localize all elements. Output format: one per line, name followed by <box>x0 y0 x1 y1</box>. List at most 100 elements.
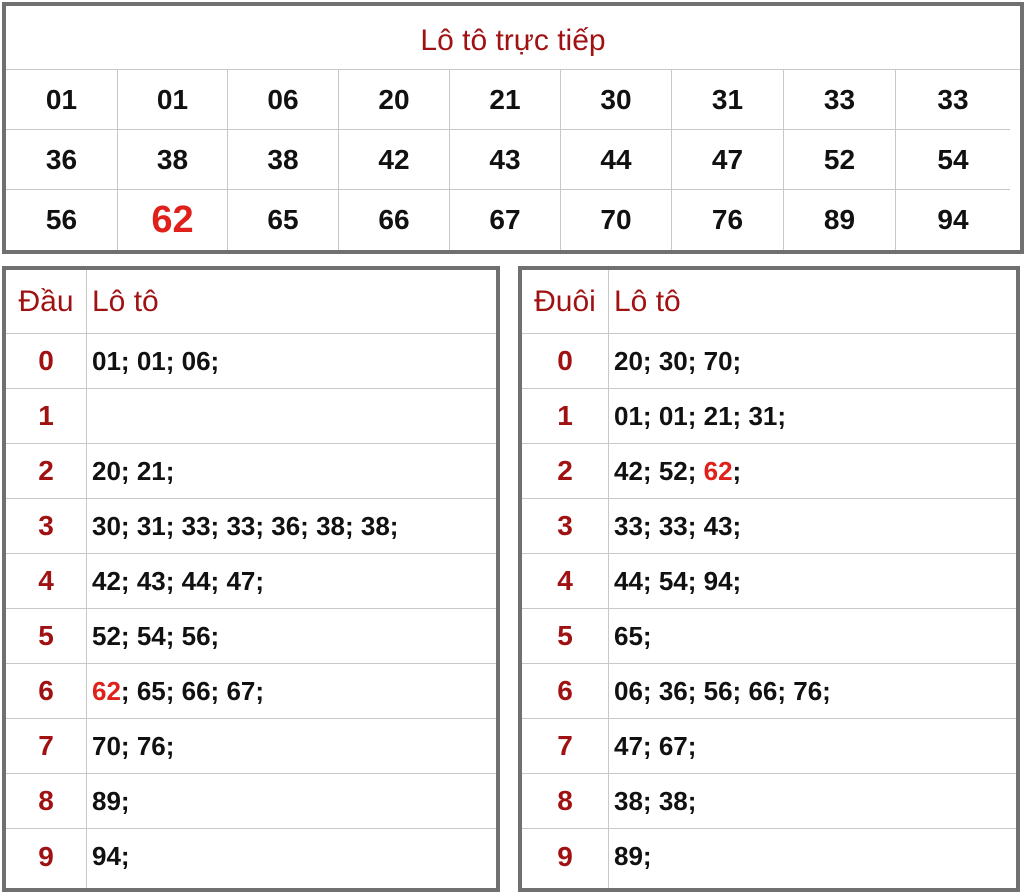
live-number-cell: 47 <box>672 130 784 190</box>
separator: ; <box>687 400 704 431</box>
separator: ; <box>120 510 137 541</box>
live-number-cell: 38 <box>118 130 228 190</box>
loto-values: 20; 21; <box>86 444 174 498</box>
loto-number: 01 <box>658 400 688 431</box>
dau-digit: 8 <box>38 785 54 816</box>
live-number-cell: 43 <box>450 130 561 190</box>
loto-number: 33 <box>226 510 256 541</box>
loto-values: 65; <box>608 609 652 663</box>
loto-values: 94; <box>86 829 130 884</box>
separator: ; <box>120 455 137 486</box>
loto-number: 21 <box>703 400 733 431</box>
separator: ; <box>165 345 182 376</box>
duoi-digit: 0 <box>557 345 573 376</box>
loto-number: 06 <box>614 675 643 706</box>
duoi-digit: 1 <box>557 400 573 431</box>
separator: ; <box>732 675 749 706</box>
loto-values: 42; 43; 44; 47; <box>86 554 264 608</box>
live-results-grid: 01 01 06 20 21 30 31 33 33 36 38 38 42 43 44 47 52 54 56 62… <box>6 70 1020 250</box>
duoi-table: Đuôi Lô tô 0 20; 30; 70; 1 01; 01; 21; 31; 2… <box>518 266 1020 892</box>
loto-number: 33 <box>658 510 688 541</box>
table-row: 3 33; 33; 43; <box>522 499 1016 554</box>
separator: ; <box>642 841 652 871</box>
loto-number: 47 <box>226 565 256 596</box>
live-number-cell: 20 <box>339 70 450 130</box>
loto-number: 67 <box>226 675 256 706</box>
loto-column-header: Lô tô <box>92 284 159 318</box>
loto-number: 67 <box>658 730 688 761</box>
table-row: 4 44; 54; 94; <box>522 554 1016 609</box>
loto-number: 62 <box>92 675 121 706</box>
separator: ; <box>120 785 130 816</box>
loto-number: 54 <box>136 620 166 651</box>
separator: ; <box>120 730 137 761</box>
table-row: 8 38; 38; <box>522 774 1016 829</box>
table-row: 6 06; 36; 56; 66; 76; <box>522 664 1016 719</box>
table-row: 6 62; 65; 66; 67; <box>6 664 496 719</box>
table-row: 2 20; 21; <box>6 444 496 499</box>
loto-number: 38 <box>360 510 390 541</box>
live-results-panel: Lô tô trực tiếp 01 01 06 20 21 30 31 33 33 36 38 38… <box>2 2 1024 254</box>
dau-table-header: Đầu Lô tô <box>6 270 496 334</box>
separator: ; <box>642 675 659 706</box>
separator: ; <box>777 675 794 706</box>
separator: ; <box>732 455 742 486</box>
loto-number: 43 <box>703 510 733 541</box>
duoi-digit: 6 <box>557 675 573 706</box>
loto-number: 70 <box>703 345 733 376</box>
separator: ; <box>732 345 742 376</box>
loto-number: 56 <box>703 675 733 706</box>
separator: ; <box>120 841 130 871</box>
separator: ; <box>687 675 704 706</box>
loto-number: 76 <box>136 730 166 761</box>
live-number-cell: 67 <box>450 190 561 250</box>
loto-number: 33 <box>181 510 211 541</box>
live-number-cell: 31 <box>672 70 784 130</box>
table-row: 4 42; 43; 44; 47; <box>6 554 496 609</box>
live-number-cell: 30 <box>561 70 672 130</box>
loto-number: 52 <box>658 455 688 486</box>
loto-number: 36 <box>658 675 688 706</box>
table-row: 7 47; 67; <box>522 719 1016 774</box>
duoi-table-header: Đuôi Lô tô <box>522 270 1016 334</box>
loto-number: 01 <box>92 345 121 376</box>
loto-number: 76 <box>793 675 823 706</box>
table-row: 9 89; <box>522 829 1016 884</box>
duoi-digit: 5 <box>557 620 573 651</box>
live-number-cell: 33 <box>784 70 896 130</box>
column-divider <box>608 270 609 888</box>
separator: ; <box>210 510 227 541</box>
loto-values: 70; 76; <box>86 719 174 773</box>
live-number-cell: 94 <box>937 204 969 235</box>
separator: ; <box>210 565 227 596</box>
live-number-cell: 01 <box>118 70 228 130</box>
loto-number: 47 <box>614 730 643 761</box>
dau-digit: 4 <box>38 565 54 596</box>
separator: ; <box>120 675 137 706</box>
loto-number: 70 <box>92 730 121 761</box>
separator: ; <box>732 400 749 431</box>
separator: ; <box>687 510 704 541</box>
separator: ; <box>120 565 137 596</box>
loto-number: 66 <box>181 675 211 706</box>
separator: ; <box>165 730 175 761</box>
loto-number: 43 <box>136 565 166 596</box>
separator: ; <box>687 785 697 816</box>
live-number-cell: 44 <box>561 130 672 190</box>
live-number-cell: 33 <box>896 70 1010 130</box>
loto-column-header: Lô tô <box>614 284 681 318</box>
loto-number: 30 <box>658 345 688 376</box>
duoi-digit: 8 <box>557 785 573 816</box>
separator: ; <box>642 510 659 541</box>
loto-values: 20; 30; 70; <box>608 334 741 388</box>
loto-number: 65 <box>136 675 166 706</box>
loto-values: 01; 01; 21; 31; <box>608 389 786 443</box>
loto-values: 89; <box>86 774 130 828</box>
separator: ; <box>687 565 704 596</box>
live-number-cell: 62 <box>118 190 228 250</box>
column-divider <box>86 270 87 888</box>
separator: ; <box>210 620 220 651</box>
separator: ; <box>389 510 399 541</box>
separator: ; <box>642 565 659 596</box>
separator: ; <box>255 510 272 541</box>
